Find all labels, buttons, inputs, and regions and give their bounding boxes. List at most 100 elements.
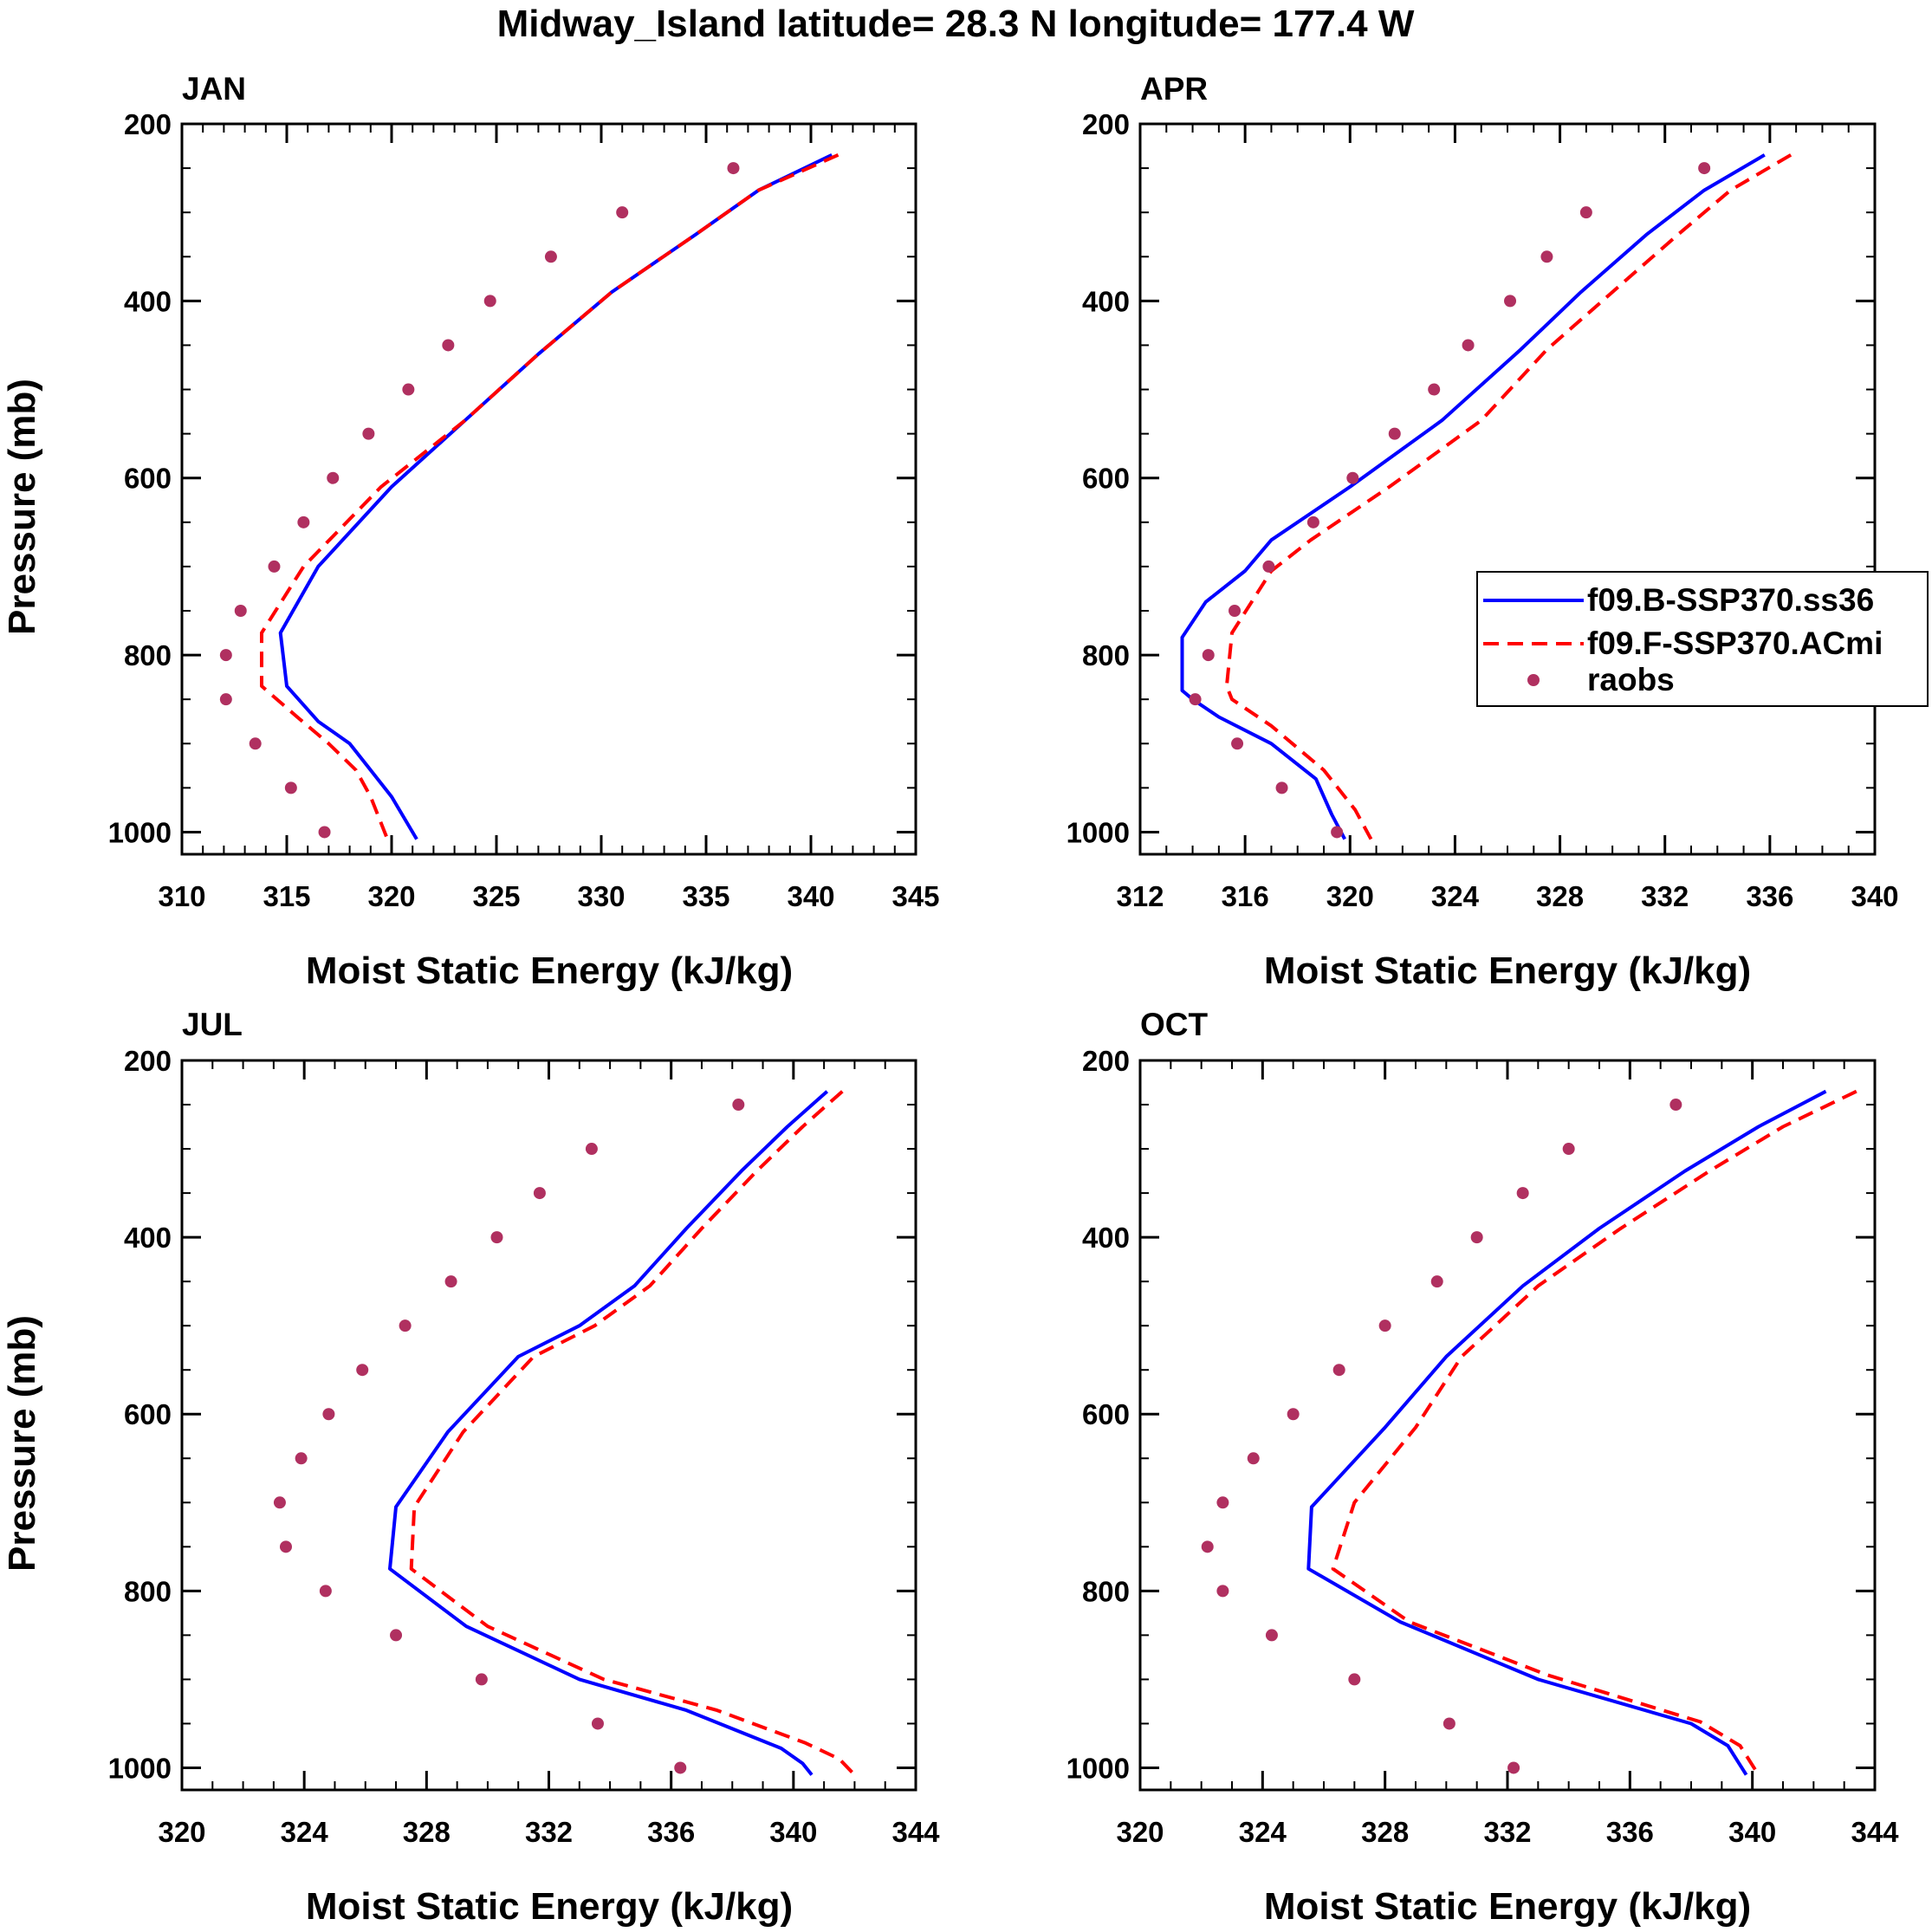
raobs-point (674, 1761, 687, 1774)
y-tick-label: 400 (1082, 1222, 1130, 1254)
raobs-point (1275, 781, 1288, 794)
raobs-point (727, 162, 740, 175)
x-tick-label: 335 (682, 880, 729, 912)
y-tick-label: 600 (124, 1398, 172, 1430)
raobs-point (1430, 1275, 1443, 1288)
x-tick-label: 332 (1483, 1816, 1531, 1848)
x-tick-label: 340 (1728, 1816, 1776, 1848)
x-tick-label: 340 (1851, 880, 1898, 912)
raobs-point (1669, 1099, 1682, 1112)
y-tick-label: 1000 (1066, 816, 1130, 848)
y-tick-label: 200 (1082, 108, 1130, 140)
panel-apr: APR Moist Static Energy (kJ/kg) 312 316 32… (1066, 71, 1899, 992)
raobs-point (356, 1364, 369, 1377)
raobs-point (327, 471, 340, 484)
raobs-point (249, 737, 262, 750)
panel-oct: OCT Moist Static Energy (kJ/kg) 320 324 32… (1066, 1007, 1900, 1928)
x-tick-label: 325 (472, 880, 520, 912)
x-tick-label: 340 (787, 880, 834, 912)
raobs-point (483, 295, 496, 308)
raobs-point (273, 1496, 286, 1509)
raobs-point (544, 250, 557, 263)
x-tick-label: 344 (891, 1816, 940, 1848)
x-tick-label: 344 (1851, 1816, 1899, 1848)
panel-title: APR (1140, 71, 1208, 107)
series-line-b-ssp370 (1306, 1089, 1827, 1776)
raobs-point (1306, 515, 1319, 528)
raobs-point (219, 649, 232, 662)
series-line-f-ssp370 (1331, 1089, 1857, 1776)
raobs-point (319, 1585, 332, 1598)
panel-title: JAN (182, 71, 246, 107)
raobs-point (1346, 471, 1359, 484)
x-tick-label: 328 (403, 1816, 451, 1848)
raobs-point (402, 383, 415, 396)
raobs-point (732, 1099, 745, 1112)
x-tick-label: 320 (367, 880, 415, 912)
raobs-point (1507, 1761, 1520, 1774)
y-tick-label: 600 (1082, 463, 1130, 495)
raobs-point (1201, 1540, 1214, 1553)
x-tick-label: 328 (1361, 1816, 1409, 1848)
raobs-point (442, 339, 455, 352)
y-tick-label: 600 (124, 463, 172, 495)
x-tick-label: 330 (577, 880, 625, 912)
panel-title: OCT (1140, 1007, 1209, 1042)
legend-label: f09.B-SSP370.ss36 (1587, 582, 1874, 618)
raobs-point (297, 515, 310, 528)
raobs-point (1378, 1319, 1391, 1332)
y-tick-label: 800 (124, 639, 172, 671)
raobs-point (1216, 1496, 1229, 1509)
raobs-point (1348, 1673, 1361, 1686)
raobs-point (1331, 826, 1344, 839)
x-tick-label: 324 (1431, 880, 1480, 912)
raobs-point (1231, 737, 1244, 750)
raobs-point (1516, 1187, 1529, 1200)
y-tick-label: 800 (1082, 639, 1130, 671)
y-tick-label: 200 (124, 1045, 172, 1077)
panel-jul: JUL Moist Static Energy (kJ/kg) Pressure… (1, 1007, 940, 1928)
raobs-point (322, 1408, 335, 1421)
raobs-point (1216, 1585, 1229, 1598)
y-tick-label: 600 (1082, 1398, 1130, 1430)
x-tick-label: 320 (1326, 880, 1374, 912)
y-tick-label: 800 (1082, 1575, 1130, 1607)
raobs-point (585, 1143, 598, 1156)
series-line-b-ssp370 (1180, 153, 1766, 840)
x-tick-label: 316 (1222, 880, 1269, 912)
raobs-point (591, 1717, 604, 1730)
y-axis-label: Pressure (mb) (1, 1315, 43, 1572)
legend-swatch-dot (1527, 674, 1540, 686)
x-tick-label: 328 (1536, 880, 1584, 912)
x-tick-label: 310 (158, 880, 205, 912)
raobs-point (1462, 339, 1475, 352)
x-tick-label: 336 (1746, 880, 1793, 912)
figure-title: Midway_Island latitude= 28.3 N longitude… (497, 3, 1415, 45)
x-tick-label: 324 (1239, 1816, 1287, 1848)
x-tick-label: 332 (1641, 880, 1689, 912)
plot-frame (180, 122, 917, 856)
x-tick-label: 324 (281, 1816, 329, 1848)
x-tick-label: 336 (1606, 1816, 1654, 1848)
raobs-point (1332, 1364, 1345, 1377)
raobs-point (1247, 1452, 1260, 1465)
raobs-point (295, 1452, 308, 1465)
y-tick-label: 200 (124, 108, 172, 140)
raobs-point (1388, 427, 1401, 440)
raobs-point (475, 1673, 488, 1686)
plot-frame (1138, 122, 1877, 856)
y-tick-label: 1000 (1066, 1752, 1130, 1784)
series-line-f-ssp370 (409, 1090, 856, 1776)
y-tick-label: 800 (124, 1575, 172, 1607)
y-tick-label: 400 (124, 285, 172, 317)
x-tick-label: 332 (525, 1816, 573, 1848)
raobs-point (268, 560, 281, 573)
raobs-point (362, 427, 375, 440)
raobs-point (1562, 1143, 1575, 1156)
legend-box (1476, 571, 1929, 707)
raobs-point (1262, 560, 1275, 573)
legend-label: raobs (1587, 662, 1675, 697)
raobs-point (444, 1275, 457, 1288)
x-tick-label: 320 (158, 1816, 205, 1848)
